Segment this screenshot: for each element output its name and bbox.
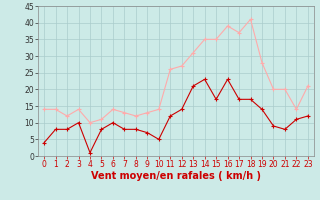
X-axis label: Vent moyen/en rafales ( km/h ): Vent moyen/en rafales ( km/h ) — [91, 171, 261, 181]
